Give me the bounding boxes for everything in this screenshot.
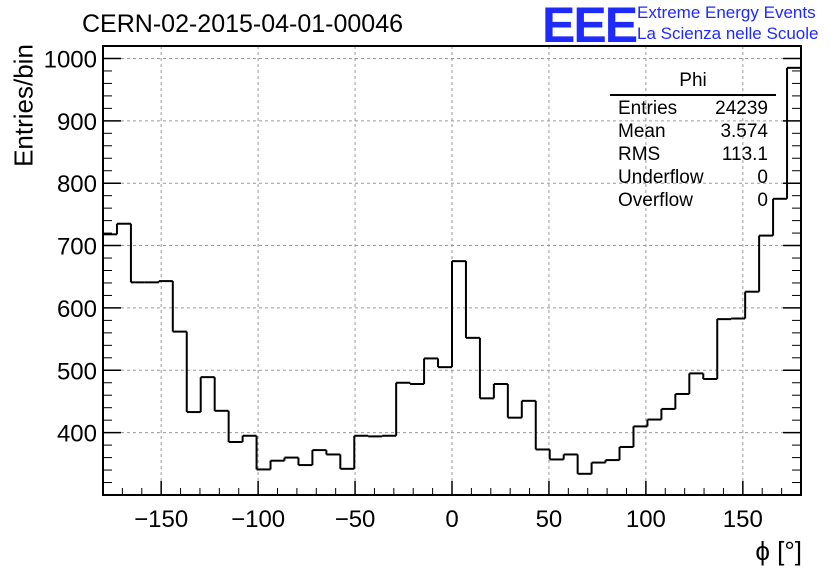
x-tick-label: −100 <box>231 506 285 533</box>
stats-value: 24239 <box>715 98 768 119</box>
y-tick-label: 900 <box>57 109 97 136</box>
chart-title: CERN-02-2015-04-01-00046 <box>82 10 404 38</box>
eee-logo: EEE <box>542 0 638 53</box>
y-tick-label: 600 <box>57 296 97 323</box>
x-tick-label: 50 <box>536 506 563 533</box>
stats-label: RMS <box>618 144 661 165</box>
logo-line-2: La Scienza nelle Scuole <box>637 24 819 43</box>
stats-label: Entries <box>618 98 678 119</box>
stats-value: 3.574 <box>720 121 768 142</box>
stats-row: RMS 113.1 <box>610 143 776 166</box>
y-axis-label: Entries/bin <box>8 44 39 167</box>
x-tick-label: 150 <box>723 506 763 533</box>
stats-row: Mean 3.574 <box>610 120 776 143</box>
x-tick-label: 100 <box>626 506 666 533</box>
y-tick-label: 800 <box>57 171 97 198</box>
stats-value: 0 <box>757 167 768 188</box>
y-tick-label: 700 <box>57 234 97 261</box>
stats-row: Overflow 0 <box>610 189 776 212</box>
stats-value: 113.1 <box>721 144 768 165</box>
stats-label: Mean <box>618 121 666 142</box>
x-tick-label: 0 <box>445 506 458 533</box>
histogram-bars <box>103 66 801 475</box>
logo-line-1: Extreme Energy Events <box>637 3 816 22</box>
stats-label: Overflow <box>618 190 693 211</box>
axis-ticks <box>102 45 802 495</box>
stats-title: Phi <box>610 70 776 96</box>
stats-value: 0 <box>757 190 768 211</box>
x-tick-label: −50 <box>335 506 376 533</box>
y-tick-label: 500 <box>57 358 97 385</box>
stats-box: Phi Entries 24239 Mean 3.574 RMS 113.1 U… <box>610 70 776 212</box>
y-tick-label: 400 <box>57 421 97 448</box>
stats-row: Entries 24239 <box>610 97 776 120</box>
y-tick-label: 1000 <box>44 46 97 73</box>
x-tick-label: −150 <box>134 506 188 533</box>
tick-labels: −150 −100 −50 0 50 100 150 400 500 600 700 800 900 10… <box>44 46 763 533</box>
x-axis-label: ϕ [°] <box>755 536 802 566</box>
stats-row: Underflow 0 <box>610 166 776 189</box>
stats-label: Underflow <box>618 167 704 188</box>
